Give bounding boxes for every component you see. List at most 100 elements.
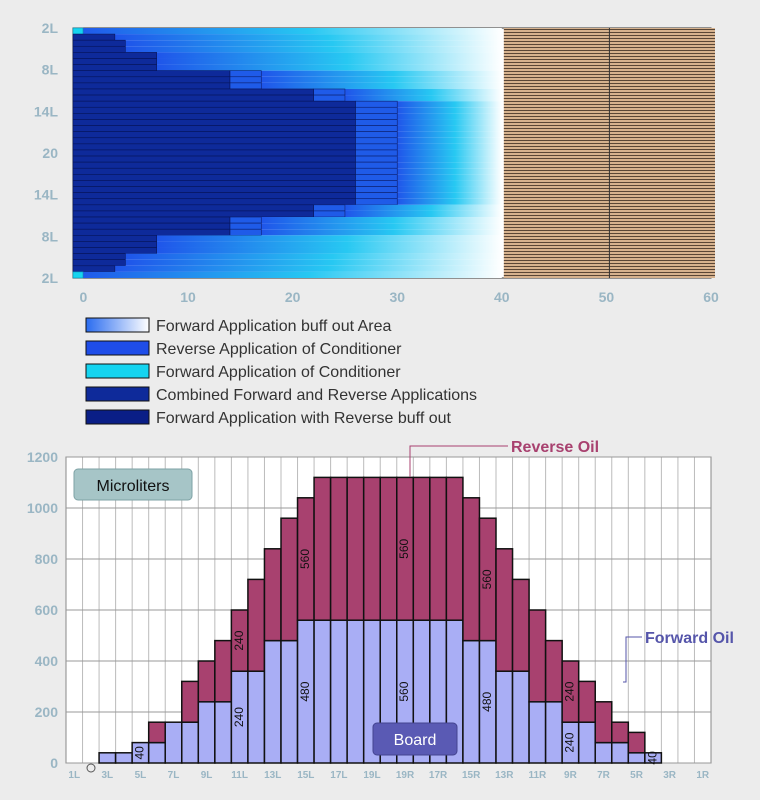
reverse-oil-bar	[247, 578, 266, 672]
reverse-oil-bar	[445, 476, 464, 621]
application-map-chart: 2L 8L 14L 20 14L 8L 2L 0 10 20 30 40 50 60	[34, 20, 719, 305]
x-tick-label: 50	[599, 289, 615, 305]
forward-oil-bar	[164, 721, 183, 764]
buff-out-row	[261, 70, 502, 77]
combined-application-row	[72, 192, 356, 200]
board-badge: Board	[372, 722, 458, 756]
bar-value-label: 480	[480, 691, 494, 711]
combined-application-row	[72, 131, 356, 139]
reverse-oil-bar	[181, 680, 200, 723]
combined-application-row	[72, 143, 356, 151]
bar-value-label: 560	[397, 538, 411, 558]
reverse-application-row	[355, 174, 398, 181]
reverse-oil-bar	[577, 680, 596, 723]
combined-application-row	[72, 228, 231, 236]
y-tick-label: 20	[42, 145, 58, 161]
reverse-application-row	[229, 70, 262, 78]
combined-application-row	[72, 137, 356, 145]
oil-volume-x-ticks: 1L 3L 5L 7L 9L 11L 13L 15L 17L 19L 19R 17R 15R 13R 11R…	[68, 770, 709, 781]
combined-application-row	[72, 253, 126, 261]
reverse-application-row	[355, 186, 398, 193]
combined-application-row	[72, 247, 157, 254]
bar-value-label: 40	[645, 751, 659, 765]
forward-oil-bar	[495, 670, 514, 764]
y-tick-label: 2L	[42, 20, 59, 36]
bar-value-label: 560	[298, 549, 312, 569]
buff-out-row	[125, 259, 502, 266]
forward-oil-bar	[263, 639, 282, 764]
forward-oil-bar	[577, 721, 596, 764]
reverse-oil-bar	[412, 476, 431, 621]
reverse-application-row	[355, 167, 398, 175]
reverse-application-row	[313, 210, 346, 218]
reverse-application-row	[355, 100, 398, 108]
forward-oil-bar	[114, 752, 133, 764]
x-tick-label: 19R	[396, 770, 415, 781]
reverse-oil-bar	[379, 476, 398, 621]
reverse-application-row	[313, 94, 346, 102]
combined-application-row	[72, 33, 116, 41]
legend-label: Reverse Application of Conditioner	[156, 341, 402, 358]
combined-application-row	[72, 198, 356, 206]
bar-value-label: 560	[480, 569, 494, 589]
reverse-oil-bar	[544, 639, 563, 703]
combined-application-row	[72, 265, 116, 273]
reverse-oil-callout: Reverse Oil	[409, 439, 599, 477]
forward-oil-bar	[197, 701, 216, 764]
forward-oil-bar	[247, 670, 266, 764]
reverse-application-row	[355, 119, 398, 126]
reverse-oil-bar	[147, 721, 166, 744]
reverse-oil-bar	[313, 476, 332, 621]
forward-oil-bar	[98, 752, 117, 764]
reverse-application-row	[313, 88, 346, 96]
combined-application-row	[72, 39, 126, 47]
combined-application-row	[72, 70, 231, 78]
combined-application-row	[72, 204, 314, 212]
oil-volume-y-ticks: 0 200 400 600 800 1000 1200	[27, 449, 58, 771]
buff-out-row	[397, 125, 502, 132]
buff-out-row	[261, 217, 502, 224]
oil-volume-bars	[98, 476, 663, 764]
forward-oil-callout: Forward Oil	[623, 630, 734, 683]
combined-application-row	[72, 94, 314, 102]
y-tick-label: 600	[35, 602, 59, 618]
combined-application-row	[72, 155, 356, 163]
x-tick-label: 30	[389, 289, 405, 305]
y-tick-label: 200	[35, 704, 59, 720]
reverse-application-row	[229, 222, 262, 230]
y-tick-label: 0	[50, 755, 58, 771]
buff-out-row	[397, 174, 502, 181]
combined-application-row	[72, 113, 356, 120]
forward-conditioner-row	[72, 27, 84, 35]
buff-out-row	[73, 271, 502, 278]
buff-out-row	[397, 137, 502, 144]
buff-out-row	[114, 34, 502, 41]
forward-oil-bar	[462, 639, 481, 764]
combined-application-row	[72, 186, 356, 193]
forward-oil-bar	[594, 741, 613, 764]
x-tick-label: 40	[494, 289, 510, 305]
combined-application-row	[72, 167, 356, 175]
oil-volume-bar-labels: 40 240 240 480 560 560 560 480 560 240 240 40	[133, 538, 660, 764]
reverse-application-row	[355, 143, 398, 151]
y-tick-label: 14L	[34, 187, 59, 203]
legend-swatch	[85, 340, 150, 356]
forward-oil-bar	[181, 721, 200, 764]
buff-out-row	[125, 253, 502, 260]
buff-out-row	[397, 149, 502, 157]
buff-out-row	[397, 131, 502, 138]
x-tick-label: 7L	[168, 770, 180, 781]
x-tick-label: 5R	[630, 770, 644, 781]
buff-out-row	[397, 113, 502, 120]
x-tick-label: 9L	[201, 770, 213, 781]
reverse-oil-bar	[362, 476, 381, 621]
x-tick-label: 20	[285, 289, 301, 305]
reverse-application-row	[355, 155, 398, 163]
bar-value-label: 240	[232, 630, 246, 650]
reverse-oil-bar	[429, 476, 448, 621]
forward-oil-bar	[511, 670, 530, 764]
forward-oil-bar	[528, 701, 547, 764]
y-tick-label: 1000	[27, 500, 58, 516]
reverse-oil-bar	[280, 517, 299, 642]
buff-out-row	[397, 162, 502, 169]
